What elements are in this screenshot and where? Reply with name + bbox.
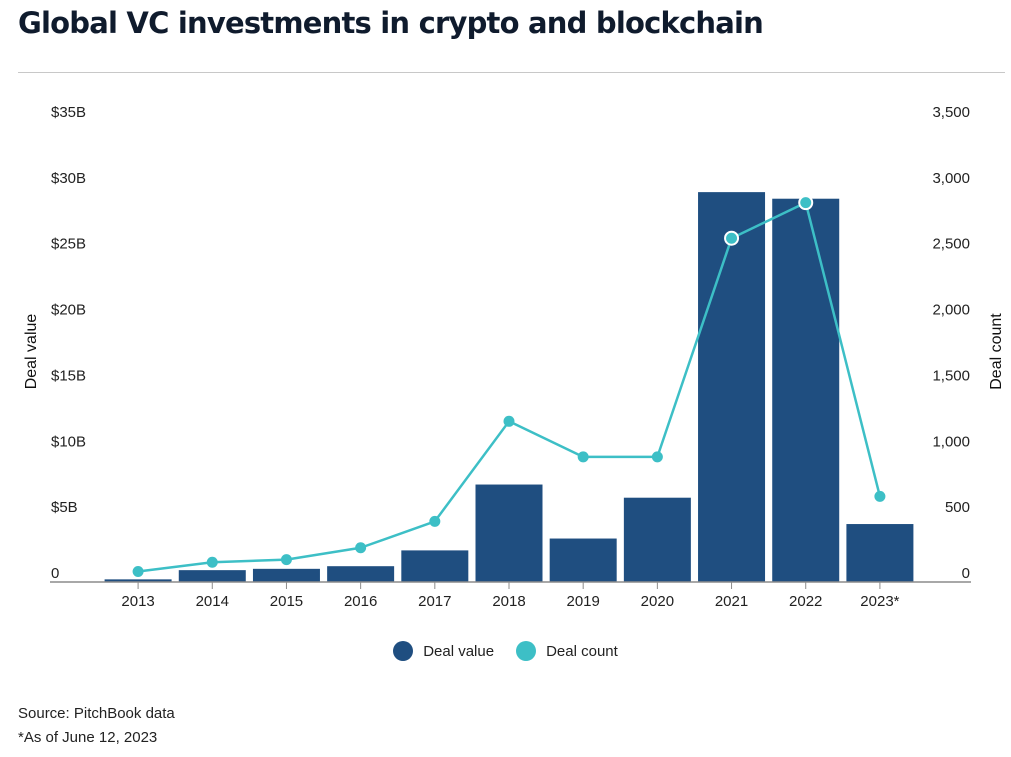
bar-deal-value — [846, 524, 914, 582]
bar-deal-value — [623, 497, 691, 582]
footnote: *As of June 12, 2023 — [18, 729, 158, 746]
bar-deal-value — [698, 192, 766, 582]
legend-swatch-deal-value — [393, 641, 414, 661]
y-tick-label-left: $20B — [51, 302, 86, 319]
y-tick-label-left: $10B — [51, 433, 86, 450]
point-deal-count — [724, 230, 740, 246]
bar-deal-value — [252, 568, 320, 582]
combo-chart: Deal value Deal count 0 $5B $10B $15B $20B $25B… — [23, 104, 1005, 610]
point-deal-count — [132, 565, 144, 577]
point-deal-count — [355, 542, 367, 554]
bar-deal-value — [549, 538, 617, 582]
bar-deal-value — [772, 198, 840, 582]
legend-item-deal-count: Deal count — [516, 641, 618, 661]
x-tick-label: 2021 — [715, 593, 748, 610]
y-tick-label-left: $35B — [51, 104, 86, 121]
x-tick-label: 2013 — [121, 593, 154, 610]
source-note: Source: PitchBook data — [18, 705, 175, 722]
x-tick-label: 2014 — [196, 593, 229, 610]
y-tick-label-left: $25B — [51, 236, 86, 253]
y-tick-label-right: 3,500 — [932, 104, 970, 121]
point-deal-count — [429, 515, 441, 527]
legend-swatch-deal-count — [516, 641, 537, 661]
point-deal-count — [798, 195, 814, 211]
x-tick-label: 2017 — [418, 593, 451, 610]
x-tick-label: 2022 — [789, 593, 822, 610]
y-tick-label-right: 1,000 — [932, 433, 970, 450]
y-tick-label-right: 0 — [962, 565, 970, 582]
point-deal-count — [503, 415, 515, 427]
point-deal-count — [874, 490, 886, 502]
x-tick-label: 2023* — [860, 593, 899, 610]
chart-title: Global VC investments in crypto and bloc… — [18, 6, 764, 40]
legend-item-deal-value: Deal value — [393, 641, 494, 661]
y-tick-label-right: 1,500 — [932, 367, 970, 384]
y-tick-label-left: $5B — [51, 499, 78, 516]
bar-deal-value — [401, 550, 469, 582]
x-tick-label: 2018 — [492, 593, 525, 610]
y-tick-label-right: 2,000 — [932, 302, 970, 319]
y-tick-label-right: 500 — [945, 499, 970, 516]
y-tick-label-left: 0 — [51, 565, 59, 582]
x-tick-label: 2015 — [270, 593, 303, 610]
y-axis-title-left: Deal value — [23, 314, 40, 390]
legend: Deal value Deal count — [0, 641, 1011, 661]
legend-label-deal-count: Deal count — [546, 642, 618, 660]
point-deal-count — [280, 554, 292, 566]
bar-deal-value — [104, 579, 172, 582]
bar-deal-value — [327, 566, 395, 582]
y-tick-label-right: 2,500 — [932, 236, 970, 253]
x-tick-label: 2020 — [641, 593, 674, 610]
point-deal-count — [577, 451, 589, 463]
x-tick-label: 2016 — [344, 593, 377, 610]
legend-label-deal-value: Deal value — [423, 642, 495, 660]
point-deal-count — [651, 451, 663, 463]
point-deal-count — [206, 556, 218, 568]
y-tick-label-left: $30B — [51, 170, 86, 187]
title-divider — [18, 72, 1005, 73]
y-tick-label-left: $15B — [51, 367, 86, 384]
bar-deal-value — [475, 484, 543, 582]
bar-deal-value — [178, 570, 246, 582]
x-tick-label: 2019 — [566, 593, 599, 610]
y-tick-label-right: 3,000 — [932, 170, 970, 187]
y-axis-title-right: Deal count — [988, 313, 1005, 390]
